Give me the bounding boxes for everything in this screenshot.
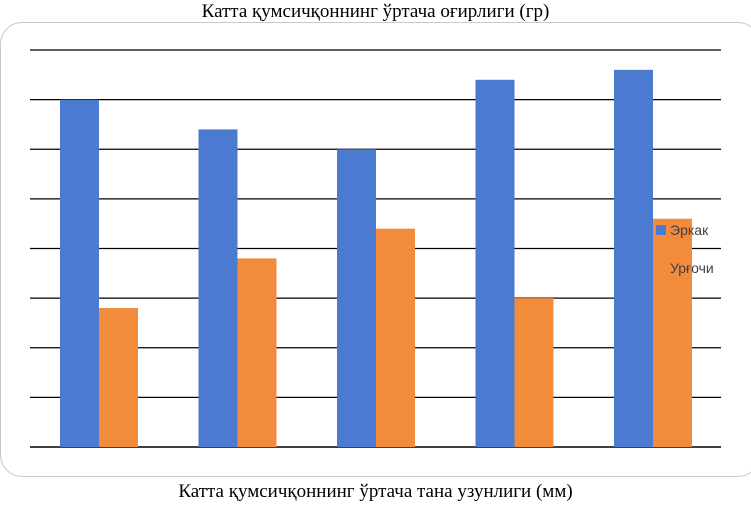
legend-label-series-2: Урғочи	[670, 260, 714, 276]
bar-series-1-category-3	[337, 149, 376, 447]
x-axis-label: Катта қумсичқоннинг ўртача тана узунлиги…	[178, 481, 573, 502]
legend-swatch-series-1	[656, 225, 666, 235]
bar-series-1-category-1	[60, 99, 99, 447]
bar-series-1-category-4	[475, 79, 515, 448]
bar-series-2-category-5	[653, 218, 692, 447]
chart-title: Катта қумсичқоннинг ўртача оғирлиги (гр)	[201, 1, 550, 22]
bar-series-1-category-5	[614, 69, 653, 447]
bar-series-2-category-1	[99, 308, 138, 447]
legend-item-series-1: Эркак	[656, 220, 751, 240]
legend-item-series-2: Урғочи	[656, 258, 751, 278]
chart-legend: Эркак Урғочи	[656, 220, 751, 296]
bar-series-2-category-2	[237, 258, 277, 447]
legend-swatch-series-2	[656, 263, 666, 273]
bar-series-2-category-4	[514, 298, 554, 447]
bar-series-2-category-3	[376, 228, 415, 447]
legend-label-series-1: Эркак	[670, 222, 709, 238]
bar-series-1-category-2	[198, 129, 238, 447]
